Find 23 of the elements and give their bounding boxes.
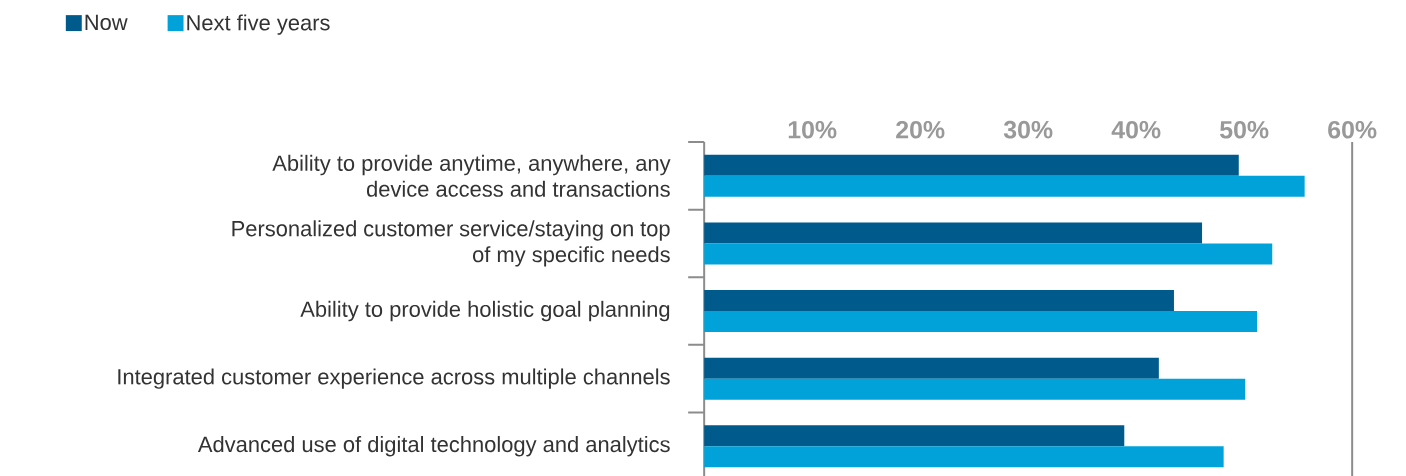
legend-label: Next five years: [187, 14, 330, 35]
bar: [704, 378, 1246, 400]
y-tick-label: Personalized customer service/staying on top of my specific needs: [232, 220, 670, 267]
y-tick-label: Integrated customer experience across multiple channels: [118, 368, 670, 389]
x-tick-label: 10%: [788, 120, 837, 139]
bar: [704, 243, 1273, 265]
x-tick-label: 60%: [1328, 120, 1377, 139]
x-tick-label: 40%: [1111, 120, 1161, 139]
y-tick-label: Ability to provide anytime, anywhere, any device access and transactions: [272, 154, 671, 197]
bar: [704, 154, 1239, 176]
bar: [704, 425, 1125, 447]
x-tick-label: 20%: [896, 120, 945, 139]
x-tick-label: 50%: [1220, 120, 1269, 139]
bar: [704, 357, 1159, 379]
legend-label: Now: [85, 14, 128, 31]
x-tick-label: 30%: [1003, 120, 1053, 139]
y-tick-label: Advanced use of digital technology and analytics: [197, 436, 670, 457]
bar: [704, 446, 1224, 468]
bar: [704, 222, 1203, 244]
bar: [704, 290, 1174, 312]
y-tick-label: Ability to provide holistic goal planning: [300, 300, 670, 322]
bar: [704, 311, 1258, 333]
bar: [704, 175, 1305, 197]
